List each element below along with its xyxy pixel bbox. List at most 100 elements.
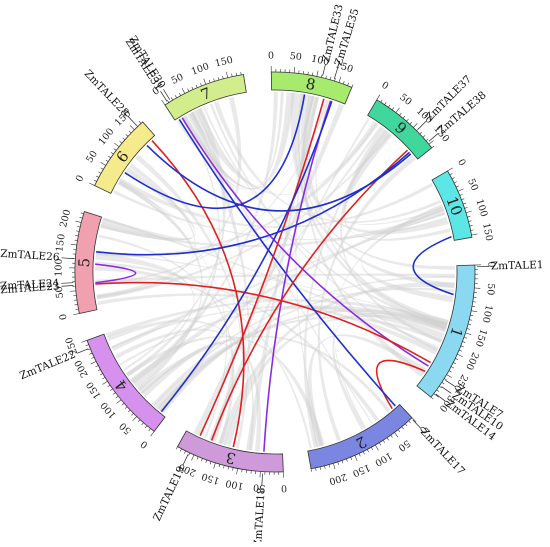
tick-mark (346, 459, 347, 462)
tick-mark (329, 465, 330, 468)
tick-label: 50 (170, 72, 186, 87)
tick-mark (80, 217, 83, 218)
tick-label: 50 (397, 92, 413, 108)
tick-mark (387, 438, 389, 440)
tick-mark (320, 467, 321, 470)
tick-mark (294, 67, 295, 73)
tick-label: 100 (190, 61, 211, 78)
tick-mark (351, 457, 352, 460)
tick-mark (77, 226, 80, 227)
tick-mark (102, 377, 105, 379)
tick-mark (355, 455, 357, 461)
tick-mark (469, 320, 472, 321)
tick-mark (94, 180, 97, 181)
tick-mark (237, 468, 238, 474)
tick-mark (447, 375, 452, 378)
tick-mark (469, 221, 472, 222)
tick-mark (468, 324, 471, 325)
tick-label: 0 (268, 50, 274, 61)
tick-mark (219, 464, 220, 467)
tick-mark (116, 400, 121, 404)
tick-label: 200 (328, 471, 349, 487)
tick-mark (70, 291, 76, 292)
tick-mark (375, 445, 378, 450)
tick-mark (167, 100, 169, 103)
tick-mark (171, 98, 173, 101)
tick-label: 50 (484, 283, 496, 296)
tick-mark (472, 306, 475, 307)
tick-mark (437, 390, 439, 392)
tick-mark (381, 100, 383, 103)
tick-mark (182, 88, 185, 93)
tick-mark (405, 424, 407, 426)
tick-mark (461, 346, 464, 347)
gene-leader-line (413, 420, 421, 429)
tick-mark (96, 176, 99, 177)
tick-mark (383, 440, 385, 443)
gene-leader-line (161, 91, 167, 101)
tick-label: 100 (480, 304, 494, 324)
tick-mark (232, 74, 233, 77)
tick-mark (214, 79, 215, 82)
tick-label: 150 (200, 470, 221, 486)
tick-mark (139, 121, 141, 123)
tick-mark (394, 432, 398, 437)
tick-mark (471, 311, 477, 312)
tick-mark (138, 420, 140, 422)
tick-mark (463, 342, 466, 343)
tick-mark (444, 379, 447, 381)
tick-mark (402, 427, 404, 429)
gene-label-zmtale26: ZmTALE26 (0, 248, 60, 264)
tick-label: 0 (281, 482, 287, 493)
tick-label: 100 (373, 450, 394, 469)
tick-mark (142, 423, 144, 425)
tick-mark (101, 162, 106, 165)
tick-mark (226, 72, 227, 78)
tick-mark (348, 83, 349, 86)
tick-mark (324, 466, 325, 469)
gene-label-zmtale17: ZmTALE17 (418, 426, 467, 478)
tick-mark (192, 455, 194, 460)
tick-mark (120, 141, 122, 143)
tick-label: 150 (480, 222, 494, 242)
tick-mark (192, 87, 193, 90)
tick-mark (459, 350, 462, 351)
tick-mark (450, 173, 453, 174)
tick-mark (338, 462, 339, 465)
tick-label: 150 (214, 55, 234, 70)
tick-mark (179, 93, 180, 96)
tick-label: 0 (74, 174, 87, 184)
gene-leader-line (429, 133, 438, 141)
tick-mark (214, 463, 216, 469)
tick-mark (151, 431, 155, 436)
tick-mark (108, 156, 110, 158)
tick-mark (409, 421, 411, 423)
tick-mark (316, 468, 317, 471)
tick-mark (122, 403, 124, 405)
tick-label: 200 (463, 350, 480, 371)
tick-mark (126, 134, 128, 136)
tick-mark (184, 451, 185, 454)
tick-mark (210, 462, 211, 465)
tick-mark (91, 361, 96, 364)
tick-mark (455, 358, 458, 359)
chromosome-5-label: 5 (75, 257, 93, 267)
tick-mark (223, 465, 224, 468)
tick-mark (96, 365, 99, 366)
tick-label: 50 (396, 437, 412, 453)
gene-leader-line (441, 387, 451, 394)
tick-mark (442, 382, 445, 384)
tick-mark (128, 410, 130, 412)
tick-mark (189, 453, 190, 456)
tick-label: 0 (58, 313, 70, 321)
tick-mark (125, 407, 127, 409)
tick-mark (123, 138, 125, 140)
gene-label-zmtale1: ZmTALE1 (491, 259, 544, 272)
tick-mark (466, 211, 472, 213)
gene-label-zmtale18: ZmTALE18 (252, 487, 268, 542)
tick-mark (98, 369, 101, 370)
tick-mark (431, 397, 433, 399)
tick-mark (453, 363, 456, 364)
tick-label: 0 (139, 438, 150, 450)
tick-mark (454, 182, 457, 183)
